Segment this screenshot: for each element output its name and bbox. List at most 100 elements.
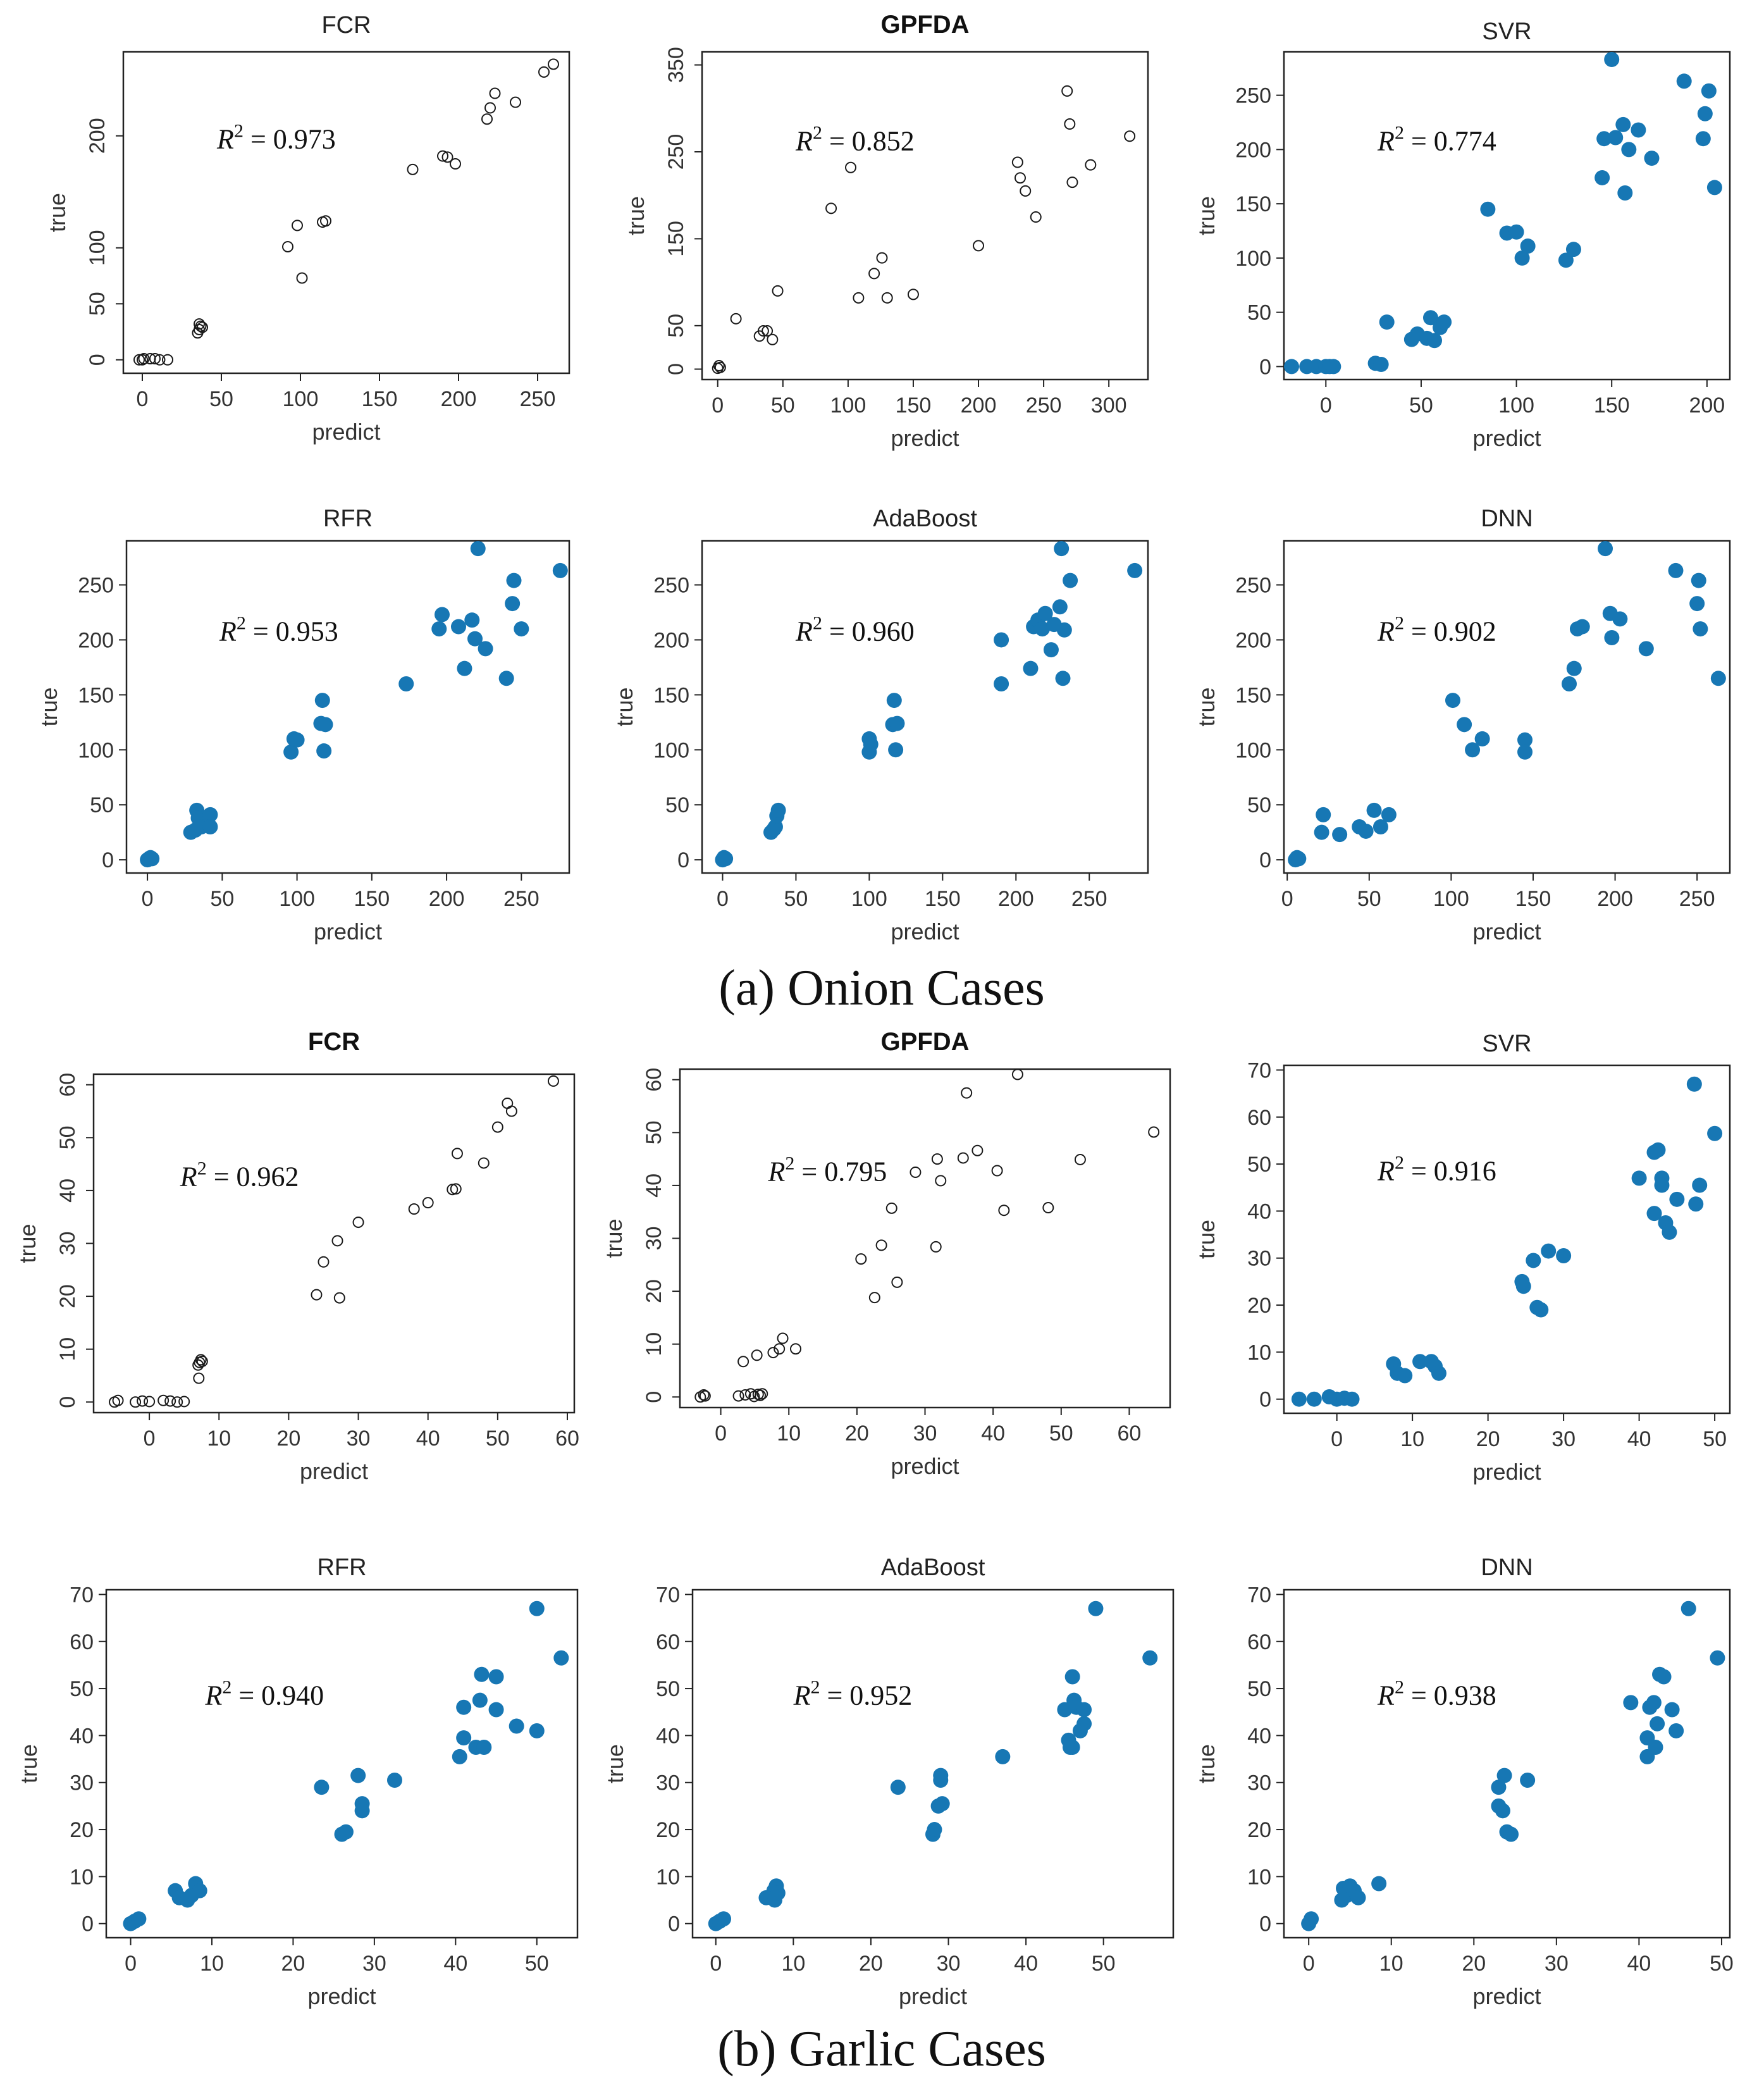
data-point xyxy=(162,354,173,366)
r2-superscript: 2 xyxy=(1395,1677,1404,1698)
panel-garlic_dnn: DNN 0 10 20 30 40 50 0 10 20 30 40 50 60 70 predict true… xyxy=(1193,1554,1734,2009)
data-point xyxy=(138,352,150,364)
data-point xyxy=(456,1699,472,1715)
y-tick-label: 70 xyxy=(1247,1583,1271,1607)
data-point xyxy=(538,66,550,78)
y-tick-label: 50 xyxy=(664,314,688,338)
y-tick-label: 50 xyxy=(1247,793,1271,817)
data-point xyxy=(1379,314,1395,330)
data-point xyxy=(1011,1068,1023,1081)
data-point xyxy=(890,1780,906,1795)
data-point xyxy=(505,1105,517,1117)
data-point xyxy=(1465,742,1481,758)
x-tick-label: 0 xyxy=(1331,1427,1343,1451)
y-tick-label: 20 xyxy=(1247,1294,1271,1318)
r2-symbol: R xyxy=(204,1680,222,1711)
x-tick-label: 40 xyxy=(416,1427,440,1451)
data-point xyxy=(868,1292,880,1304)
data-point xyxy=(931,1153,943,1165)
x-tick-label: 0 xyxy=(137,387,149,411)
y-tick-label: 150 xyxy=(1235,683,1271,707)
data-point xyxy=(1474,731,1490,746)
y-tick-label: 10 xyxy=(1247,1341,1271,1365)
y-tick-label: 0 xyxy=(102,848,114,872)
data-point xyxy=(1332,827,1348,843)
data-point xyxy=(529,1723,545,1738)
x-tick-label: 50 xyxy=(1049,1421,1073,1446)
x-tick-label: 100 xyxy=(279,887,315,911)
r2-symbol: R xyxy=(768,1156,786,1187)
data-point xyxy=(450,158,461,170)
data-point xyxy=(1316,807,1331,822)
data-point xyxy=(1412,1354,1428,1370)
data-point xyxy=(718,851,734,867)
data-point xyxy=(1662,1224,1677,1240)
plot-frame xyxy=(105,1588,579,1939)
y-tick-label: 50 xyxy=(1247,1153,1271,1177)
y-tick-label: 20 xyxy=(1247,1818,1271,1842)
y-tick-label: 0 xyxy=(642,1391,666,1403)
data-point xyxy=(1556,1248,1572,1264)
data-point xyxy=(296,272,308,284)
data-point xyxy=(1436,314,1452,330)
data-point xyxy=(1631,1170,1647,1186)
data-point xyxy=(354,1803,370,1819)
x-tick-label: 20 xyxy=(276,1427,300,1451)
data-point xyxy=(164,1395,176,1407)
data-point xyxy=(133,354,145,366)
y-tick-label: 50 xyxy=(642,1120,666,1144)
data-point xyxy=(350,1768,366,1783)
data-point xyxy=(1381,807,1397,822)
x-tick-label: 50 xyxy=(210,887,234,911)
data-point xyxy=(456,1730,472,1746)
data-point xyxy=(431,621,447,637)
x-tick-label: 100 xyxy=(1498,393,1534,418)
data-point xyxy=(1076,1702,1092,1718)
x-axis-label: predict xyxy=(891,919,959,944)
data-point xyxy=(481,113,493,125)
panel-onion_svr: SVR 0 50 100 150 200 0 50 100 150 200 250 predict tru… xyxy=(1193,18,1731,451)
x-tick-label: 20 xyxy=(281,1952,305,1976)
x-tick-label: 30 xyxy=(347,1427,371,1451)
data-point xyxy=(488,1669,504,1685)
data-point xyxy=(1508,224,1524,240)
data-point xyxy=(553,1650,569,1666)
panel-onion_fcr: FCR 0 50 100 150 200 250 0 50 100 200 predict true R2… xyxy=(44,12,571,445)
data-point xyxy=(197,321,208,333)
x-tick-label: 250 xyxy=(1071,887,1107,911)
data-point xyxy=(137,1395,149,1407)
y-tick-label: 150 xyxy=(653,683,689,707)
panel-garlic_adaboost: AdaBoost 0 10 20 30 40 50 0 10 20 30 40 50 60 70 predic… xyxy=(602,1554,1175,2009)
data-point xyxy=(1054,541,1070,557)
r2-symbol: R xyxy=(219,616,237,647)
r2-superscript: 2 xyxy=(810,1677,820,1698)
r2-annotation: R2 = 0.774 xyxy=(1377,122,1496,156)
data-point xyxy=(1422,310,1438,326)
data-point xyxy=(1654,1177,1670,1193)
y-tick-label: 250 xyxy=(653,574,689,598)
data-point xyxy=(1055,671,1071,686)
r2-superscript: 2 xyxy=(785,1153,794,1174)
data-point xyxy=(149,352,161,364)
r2-annotation: R2 = 0.953 xyxy=(219,613,338,647)
data-point xyxy=(510,96,521,108)
y-tick-label: 60 xyxy=(70,1630,94,1654)
x-tick-label: 200 xyxy=(429,887,465,911)
x-tick-label: 0 xyxy=(717,887,729,911)
data-point xyxy=(451,1148,463,1160)
data-point xyxy=(283,744,299,760)
data-point xyxy=(927,1822,942,1838)
y-tick-label: 50 xyxy=(656,1677,680,1701)
x-axis-label: predict xyxy=(1472,1983,1541,2009)
data-point xyxy=(889,715,905,731)
data-point xyxy=(472,1692,488,1708)
data-point xyxy=(194,318,205,330)
x-tick-label: 60 xyxy=(555,1427,579,1451)
data-point xyxy=(1064,1669,1080,1685)
y-tick-label: 0 xyxy=(1259,355,1271,379)
y-tick-label: 20 xyxy=(70,1818,94,1842)
data-point xyxy=(320,215,331,227)
x-tick-label: 100 xyxy=(851,887,887,911)
